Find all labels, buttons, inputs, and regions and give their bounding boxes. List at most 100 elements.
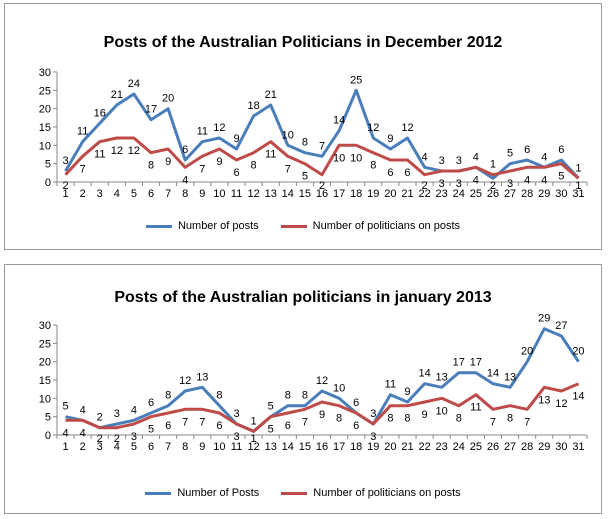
y-tick-label: 25 [39,85,51,97]
y-tick-label: 0 [45,430,51,442]
data-label-posts: 3 [439,155,445,167]
y-tick-label: 30 [39,67,51,79]
data-label-posts: 21 [265,89,277,101]
x-tick-label: 3 [97,441,103,453]
x-tick-label: 30 [555,441,567,453]
data-label-posts: 17 [145,104,157,116]
data-label-posts: 9 [387,133,393,145]
data-label-posts: 29 [538,313,550,325]
data-label-politicians: 12 [555,398,567,410]
x-tick-label: 6 [148,441,154,453]
x-tick-label: 17 [333,441,345,453]
data-label-posts: 7 [319,140,325,152]
data-label-politicians: 3 [370,431,376,443]
data-label-politicians: 8 [387,413,393,425]
x-tick-label: 14 [282,188,294,200]
data-label-posts: 6 [182,144,188,156]
legend-item-politicians: Number of politicians on posts [280,220,461,232]
data-label-politicians: 6 [387,167,393,179]
data-label-politicians: 7 [182,416,188,428]
data-label-posts: 13 [436,371,448,383]
data-label-posts: 8 [165,390,171,402]
data-label-posts: 11 [197,126,208,138]
data-label-politicians: 2 [114,433,120,445]
data-label-politicians: 2 [62,180,68,192]
data-label-politicians: 12 [111,145,123,157]
data-label-politicians: 8 [251,160,257,172]
x-tick-label: 18 [350,188,362,200]
x-tick-label: 16 [316,188,328,200]
data-label-posts: 3 [370,408,376,420]
data-label-posts: 3 [456,155,462,167]
data-label-politicians: 6 [165,420,171,432]
data-label-politicians: 7 [199,416,205,428]
legend-swatch-blue [145,224,172,228]
x-tick-label: 19 [367,188,379,200]
legend-label: Number of politicians on posts [313,487,461,499]
x-tick-label: 18 [350,441,362,453]
data-label-posts: 12 [401,122,413,134]
data-label-posts: 8 [216,390,222,402]
data-label-politicians: 5 [268,424,274,436]
data-label-politicians: 10 [350,152,362,164]
data-label-politicians: 8 [148,160,154,172]
data-label-posts: 20 [521,346,533,358]
data-label-politicians: 10 [333,152,345,164]
data-label-politicians: 14 [572,391,584,403]
data-label-politicians: 6 [233,167,239,179]
data-label-posts: 3 [62,155,68,167]
legend-label: Number of posts [177,220,259,232]
series-line-1 [64,88,580,180]
data-label-politicians: 3 [233,431,239,443]
x-tick-label: 12 [247,188,259,200]
data-label-posts: 4 [541,151,547,163]
x-tick-label: 30 [555,188,567,200]
data-label-politicians: 13 [538,394,550,406]
legend-label: Number of politicians on posts [312,220,461,232]
series-line-1 [65,327,580,433]
x-tick-label: 12 [247,441,259,453]
x-tick-label: 23 [436,441,448,453]
x-tick-label: 13 [265,188,277,200]
data-label-posts: 1 [251,415,257,427]
data-label-politicians: 4 [541,174,547,186]
y-tick-label: 20 [39,104,51,116]
legend: Number of Posts Number of politicians on… [5,487,601,499]
x-tick-label: 7 [165,188,171,200]
data-label-posts: 12 [316,375,328,387]
x-tick-label: 25 [470,441,482,453]
y-tick-label: 5 [45,412,51,424]
data-label-politicians: 7 [490,416,496,428]
data-label-politicians: 4 [473,174,479,186]
data-label-posts: 6 [524,144,530,156]
data-label-posts: 10 [333,382,345,394]
data-label-posts: 11 [77,126,88,138]
data-label-politicians: 3 [456,178,462,190]
data-label-posts: 13 [196,371,208,383]
data-label-politicians: 2 [97,433,103,445]
data-label-posts: 12 [367,122,379,134]
x-tick-label: 9 [199,188,205,200]
data-label-posts: 16 [94,107,106,119]
x-tick-label: 22 [418,188,430,200]
data-label-politicians: 11 [94,149,105,161]
x-tick-label: 7 [165,441,171,453]
x-tick-label: 28 [521,441,533,453]
data-label-posts: 8 [302,390,308,402]
y-tick-label: 15 [39,375,51,387]
y-tick-label: 10 [39,140,51,152]
data-label-politicians: 10 [436,405,448,417]
data-label-posts: 5 [507,148,513,160]
data-label-politicians: 8 [404,413,410,425]
data-label-politicians: 8 [507,413,513,425]
x-tick-label: 27 [504,188,516,200]
data-label-posts: 12 [179,375,191,387]
x-tick-label: 3 [97,188,103,200]
data-label-posts: 10 [282,129,294,141]
x-tick-label: 5 [131,441,137,453]
x-tick-label: 21 [401,441,413,453]
data-label-posts: 2 [97,412,103,424]
x-tick-label: 1 [62,441,68,453]
